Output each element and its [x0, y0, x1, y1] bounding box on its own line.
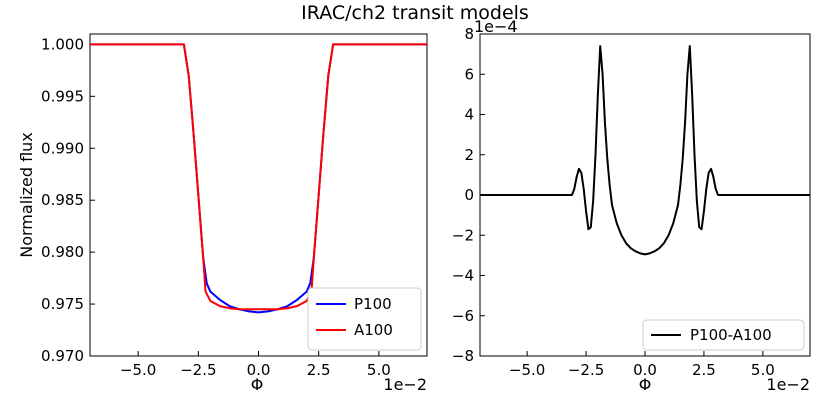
- right-y-tick-label: 6: [464, 65, 474, 83]
- left-series-line-0: [90, 43, 427, 314]
- right-panel: −5.0 −2.5 0.0 2.5 5.0 −8 −6 −4 −2 0 2 4 6 8 Φ 1e−2 1e…: [452, 17, 811, 394]
- left-y-tick-label: 1.000: [41, 35, 84, 53]
- left-x-tick-label: 0.0: [247, 361, 271, 379]
- right-x-offset-text: 1e−2: [766, 375, 810, 394]
- right-x-axis-label: Φ: [639, 375, 652, 394]
- left-y-tick-label: 0.990: [41, 139, 84, 157]
- left-x-axis-label: Φ: [251, 375, 264, 394]
- right-x-tick-label: 5.0: [751, 361, 775, 379]
- legend-label-p100: P100: [354, 295, 392, 313]
- left-y-tick-label: 0.980: [41, 243, 84, 261]
- right-y-tick-label: 0: [464, 186, 474, 204]
- right-axis-ticks: −5.0 −2.5 0.0 2.5 5.0 −8 −6 −4 −2 0 2 4 6 8: [452, 25, 775, 379]
- right-x-tick-label: −5.0: [509, 361, 545, 379]
- right-y-tick-label: 8: [464, 25, 474, 43]
- left-x-tick-label: −2.5: [180, 361, 216, 379]
- right-y-offset-text: 1e−4: [474, 17, 518, 36]
- right-series-line-0: [480, 45, 810, 256]
- legend-label-a100: A100: [354, 321, 393, 339]
- right-y-tick-label: 4: [464, 106, 474, 124]
- left-panel: −5.0 −2.5 0.0 2.5 5.0 0.970 0.975 0.980 0.985 0.9…: [17, 33, 428, 394]
- left-y-tick-label: 0.975: [41, 295, 84, 313]
- right-series-lines: [480, 45, 810, 256]
- right-x-tick-label: 2.5: [692, 361, 716, 379]
- right-legend-box: [642, 319, 805, 351]
- left-series-line-1: [90, 43, 427, 311]
- right-y-tick-label: −6: [452, 307, 474, 325]
- left-x-tick-label: 5.0: [367, 361, 391, 379]
- legend-label-diff: P100-A100: [690, 326, 772, 344]
- right-y-tick-label: 2: [464, 146, 474, 164]
- right-x-tick-label: −2.5: [568, 361, 604, 379]
- right-y-tick-label: −4: [452, 267, 474, 285]
- left-x-tick-label: 2.5: [307, 361, 331, 379]
- left-x-tick-label: −5.0: [120, 361, 156, 379]
- left-y-tick-label: 0.970: [41, 347, 84, 365]
- left-y-tick-label: 0.985: [41, 191, 84, 209]
- figure-title: IRAC/ch2 transit models: [301, 2, 529, 24]
- right-y-tick-label: −2: [452, 226, 474, 244]
- left-x-offset-text: 1e−2: [383, 375, 427, 394]
- left-y-axis-label: Normalized flux: [17, 132, 36, 258]
- left-legend: P100 A100: [307, 287, 422, 351]
- left-series-lines: [90, 43, 427, 314]
- right-legend: P100-A100: [642, 319, 805, 351]
- left-y-tick-label: 0.995: [41, 87, 84, 105]
- right-y-tick-label: −8: [452, 347, 474, 365]
- left-axis-ticks: −5.0 −2.5 0.0 2.5 5.0 0.970 0.975 0.980 0.985 0.9…: [41, 35, 391, 379]
- right-x-tick-label: 0.0: [633, 361, 657, 379]
